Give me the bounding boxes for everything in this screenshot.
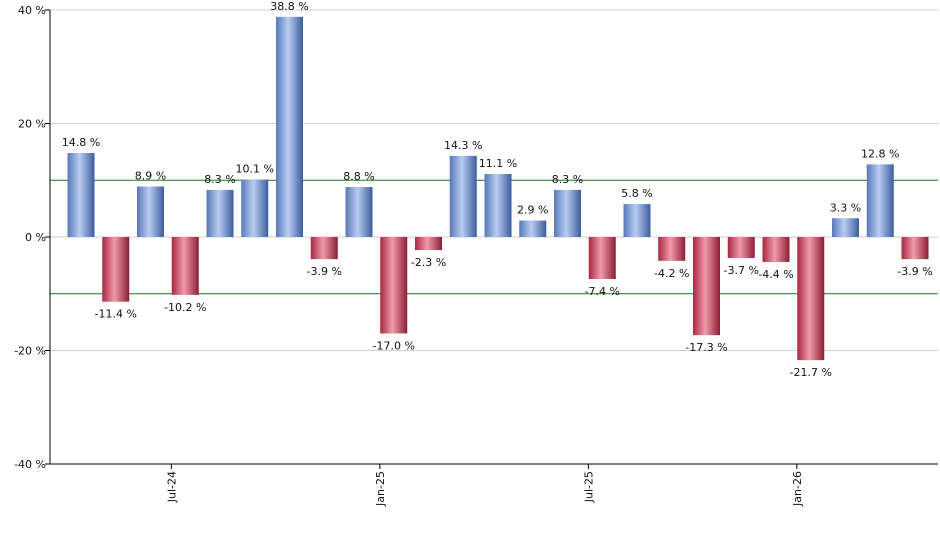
bar-negative — [310, 237, 338, 260]
bar-positive — [866, 164, 894, 237]
bar-positive — [519, 220, 547, 237]
bar-negative — [727, 237, 755, 258]
y-tick-label: 40 % — [18, 4, 46, 17]
bar-negative — [380, 237, 408, 334]
bar-data-label: 8.9 % — [135, 169, 166, 182]
bars — [67, 16, 929, 361]
bar-positive — [345, 187, 373, 237]
bar-negative — [762, 237, 790, 262]
bar-data-label: 12.8 % — [861, 147, 899, 160]
bar-data-label: -17.0 % — [373, 339, 415, 352]
bar-positive — [137, 186, 164, 237]
x-tick-label: Jan-25 — [374, 471, 387, 507]
bar-negative — [588, 237, 616, 279]
bar-data-label: -3.7 % — [724, 264, 759, 277]
bar-negative — [102, 237, 130, 302]
bar-positive — [67, 153, 95, 237]
bar-data-label: 2.9 % — [517, 204, 548, 217]
bar-negative — [171, 237, 199, 295]
bar-positive — [554, 189, 581, 237]
bar-positive — [623, 204, 651, 237]
bar-data-label: -17.3 % — [685, 341, 727, 354]
y-tick-label: 0 % — [25, 231, 46, 244]
bar-data-label: -7.4 % — [585, 285, 620, 298]
bar-positive — [484, 174, 512, 237]
bar-data-label: 8.3 % — [552, 173, 583, 186]
bar-data-label: 10.1 % — [236, 163, 274, 176]
axes: -40 % -20 % 0 % 20 % 40 % Jul-24 Jan-25 Jul-25 J… — [14, 4, 938, 507]
bar-data-label: 8.8 % — [343, 170, 374, 183]
bar-data-label: -2.3 % — [411, 256, 446, 269]
y-tick-label: -40 % — [14, 458, 46, 471]
bar-negative — [901, 237, 929, 260]
bar-positive — [241, 179, 269, 237]
bar-data-label: -4.2 % — [654, 267, 689, 280]
bar-positive — [206, 189, 234, 237]
bar-data-label: 11.1 % — [479, 157, 517, 170]
bar-positive — [276, 16, 303, 238]
bar-negative — [797, 237, 825, 361]
bar-data-label: -11.4 % — [95, 308, 137, 321]
bar-negative — [658, 237, 686, 261]
bar-data-label: -21.7 % — [790, 366, 832, 379]
bar-negative — [693, 237, 720, 336]
bar-data-label: -10.2 % — [164, 301, 206, 314]
y-tick-label: -20 % — [14, 345, 46, 358]
bar-negative — [415, 237, 442, 251]
data-labels: 14.8 %-11.4 %8.9 %-10.2 %8.3 %10.1 %38.8… — [62, 0, 933, 379]
bar-data-label: 38.8 % — [270, 0, 308, 13]
x-tick-label: Jan-26 — [791, 471, 804, 507]
bar-data-label: -3.9 % — [307, 265, 342, 278]
bar-data-label: -4.4 % — [758, 268, 793, 281]
bar-data-label: -3.9 % — [897, 265, 932, 278]
x-tick-label: Jul-24 — [165, 471, 178, 503]
bar-data-label: 3.3 % — [830, 201, 861, 214]
bar-data-label: 8.3 % — [204, 173, 235, 186]
bar-data-label: 5.8 % — [621, 187, 652, 200]
bar-positive — [449, 155, 477, 237]
bar-data-label: 14.3 % — [444, 139, 482, 152]
bar-data-label: 14.8 % — [62, 136, 100, 149]
bar-positive — [832, 218, 859, 237]
y-tick-label: 20 % — [18, 118, 46, 131]
x-tick-label: Jul-25 — [582, 471, 595, 503]
